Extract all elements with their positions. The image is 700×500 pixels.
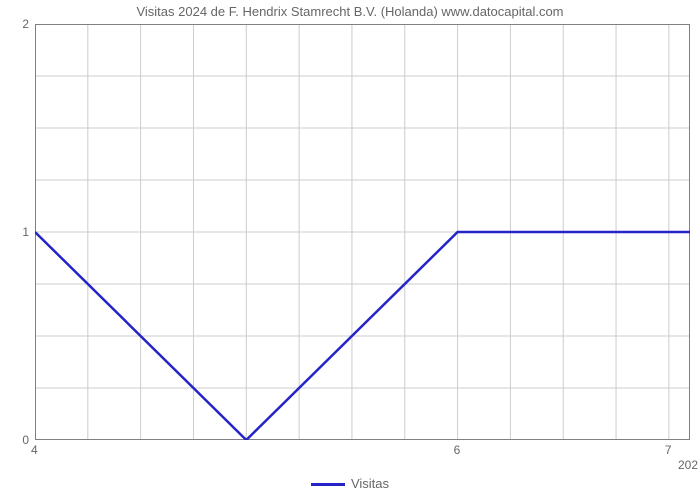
legend-label: Visitas bbox=[351, 476, 389, 491]
corner-label: 202 bbox=[678, 458, 698, 472]
x-tick-label: 4 bbox=[31, 443, 38, 457]
chart-title: Visitas 2024 de F. Hendrix Stamrecht B.V… bbox=[0, 4, 700, 19]
y-tick-label: 0 bbox=[22, 433, 29, 447]
legend-swatch bbox=[311, 483, 345, 486]
chart-plot bbox=[35, 24, 690, 440]
y-tick-label: 2 bbox=[22, 17, 29, 31]
legend: Visitas bbox=[0, 476, 700, 491]
chart-container: Visitas 2024 de F. Hendrix Stamrecht B.V… bbox=[0, 0, 700, 500]
x-tick-label: 7 bbox=[665, 443, 672, 457]
x-tick-label: 6 bbox=[454, 443, 461, 457]
y-tick-label: 1 bbox=[22, 225, 29, 239]
